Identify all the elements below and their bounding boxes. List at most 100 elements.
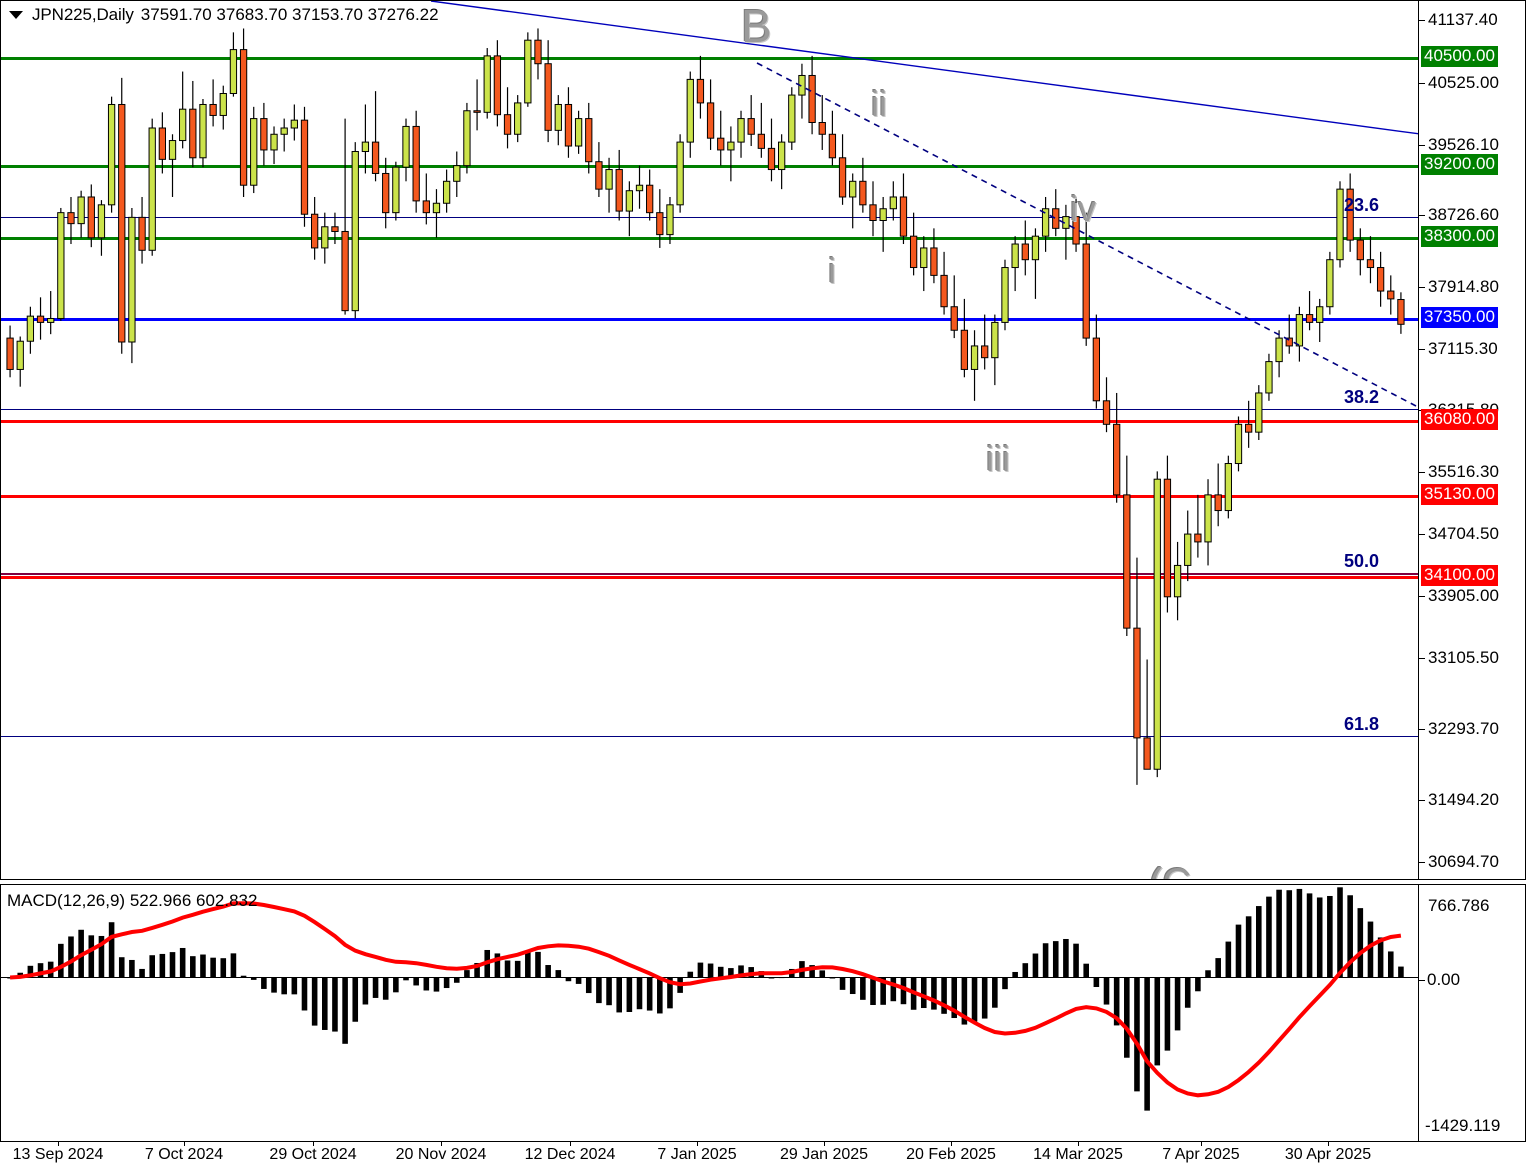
- time-scale[interactable]: 13 Sep 2024 7 Oct 2024 29 Oct 2024 20 Nov 2…: [0, 1142, 1526, 1171]
- macd-histogram-bar: [1134, 977, 1140, 1092]
- fib-50-0-label: 50.0: [1343, 551, 1379, 571]
- level-39200-line[interactable]: [1, 165, 1418, 168]
- time-tick-7: [951, 1142, 952, 1146]
- fib-50-0-line[interactable]: [1, 573, 1418, 575]
- time-tick-6: [824, 1142, 825, 1146]
- macd-histogram-bar: [1174, 977, 1181, 1031]
- caret-down-icon[interactable]: [9, 11, 23, 19]
- price-tick-7: 35516.30: [1428, 462, 1499, 481]
- macd-histogram-bar: [961, 977, 968, 1025]
- candle: [473, 79, 481, 131]
- macd-histogram-bar: [667, 977, 673, 1009]
- candle: [229, 32, 238, 97]
- price-tick-4: 37914.80: [1428, 277, 1499, 296]
- candle: [1011, 236, 1019, 292]
- candle: [412, 110, 420, 213]
- level-35130-tag[interactable]: 35130.00: [1421, 484, 1498, 505]
- time-label-9: 7 Apr 2025: [1162, 1146, 1240, 1163]
- candle: [270, 126, 278, 165]
- macd-histogram-bar: [453, 977, 460, 983]
- wave-B-label[interactable]: B: [741, 1, 772, 52]
- macd-histogram-bar: [616, 977, 622, 1013]
- macd-histogram-bar: [1195, 977, 1201, 992]
- macd-histogram-bar: [311, 977, 318, 1026]
- time-label-5: 7 Jan 2025: [657, 1146, 737, 1163]
- macd-histogram-bar: [1357, 908, 1364, 978]
- macd-histogram-bar: [1205, 970, 1211, 978]
- candle: [6, 325, 14, 378]
- candle: [514, 95, 522, 143]
- macd-histogram-bar: [261, 977, 267, 989]
- macd-indicator-panel[interactable]: MACD(12,26,9) 522.966 602.832: [0, 884, 1419, 1142]
- macd-histogram-bar: [27, 965, 34, 978]
- candle: [656, 189, 664, 248]
- macd-histogram-bar: [240, 975, 247, 978]
- candle: [16, 336, 24, 387]
- candle: [777, 134, 786, 190]
- candle: [981, 314, 989, 370]
- time-label-4: 12 Dec 2024: [524, 1146, 616, 1163]
- fib-61-8-line[interactable]: [1, 736, 1418, 737]
- fib-23-6-line[interactable]: [1, 217, 1418, 218]
- macd-histogram-bar: [1398, 966, 1404, 978]
- candle: [849, 173, 857, 229]
- macd-histogram-bar: [1286, 890, 1293, 978]
- candle: [1184, 510, 1192, 582]
- level-37350-tag[interactable]: 37350.00: [1421, 307, 1498, 328]
- candle: [67, 196, 75, 245]
- level-34100-tag[interactable]: 34100.00: [1421, 565, 1498, 586]
- wave-ii-label[interactable]: ii: [871, 83, 887, 124]
- price-scale[interactable]: 41137.40 40525.00 39526.10 38726.60 37914.80…: [1419, 0, 1526, 880]
- candle: [331, 212, 339, 245]
- macd-histogram-bar: [372, 977, 379, 998]
- time-tick-5: [697, 1142, 698, 1146]
- macd-histogram-bar: [525, 951, 531, 978]
- macd-histogram-bar: [768, 977, 775, 979]
- time-label-2: 29 Oct 2024: [269, 1146, 357, 1163]
- candle: [453, 151, 461, 197]
- candle: [189, 80, 197, 168]
- candle: [1285, 314, 1293, 354]
- fib-38-2-line[interactable]: [1, 409, 1418, 410]
- candle: [1133, 557, 1141, 785]
- macd-histogram-bar: [7, 977, 13, 979]
- price-tick-0: 41137.40: [1428, 10, 1498, 29]
- wave-iii-label[interactable]: iii: [986, 438, 1010, 479]
- candle: [1376, 251, 1385, 307]
- wave-iv-label[interactable]: iv: [1070, 188, 1096, 229]
- time-label-0: 13 Sep 2024: [12, 1146, 104, 1163]
- level-39200-tag[interactable]: 39200.00: [1421, 154, 1498, 175]
- candle: [392, 161, 400, 221]
- level-38300-tag[interactable]: 38300.00: [1421, 226, 1498, 247]
- candle: [351, 142, 359, 319]
- macd-histogram-bar: [413, 977, 419, 986]
- level-36080-tag[interactable]: 36080.00: [1421, 409, 1498, 430]
- macd-histogram-bar: [1387, 951, 1394, 978]
- candle: [432, 189, 441, 238]
- level-34100-line[interactable]: [1, 576, 1418, 579]
- macd-histogram-bar: [139, 968, 145, 978]
- macd-histogram-bar: [646, 977, 653, 1011]
- macd-histogram-bar: [322, 977, 328, 1030]
- wave-C-label[interactable]: (C: [1149, 863, 1191, 879]
- candle: [574, 110, 583, 154]
- candle: [605, 157, 613, 213]
- level-37350-line[interactable]: [1, 318, 1418, 321]
- macd-histogram-bar: [403, 977, 409, 981]
- macd-histogram-bar: [931, 977, 937, 1010]
- candle: [1336, 181, 1344, 268]
- macd-histogram-bar: [1276, 889, 1282, 978]
- candle: [706, 79, 715, 150]
- macd-histogram-bar: [981, 977, 988, 1019]
- time-tick-3: [441, 1142, 442, 1146]
- macd-axis-zero-label: 0.00: [1427, 970, 1461, 989]
- level-35130-line[interactable]: [1, 495, 1418, 498]
- level-40500-tag[interactable]: 40500.00: [1421, 46, 1498, 67]
- macd-histogram-bar: [504, 960, 511, 978]
- wave-i-label[interactable]: i: [828, 250, 836, 291]
- level-38300-line[interactable]: [1, 237, 1418, 240]
- macd-histogram-bar: [920, 977, 927, 1009]
- macd-histogram-bar: [200, 954, 206, 978]
- level-36080-line[interactable]: [1, 420, 1418, 423]
